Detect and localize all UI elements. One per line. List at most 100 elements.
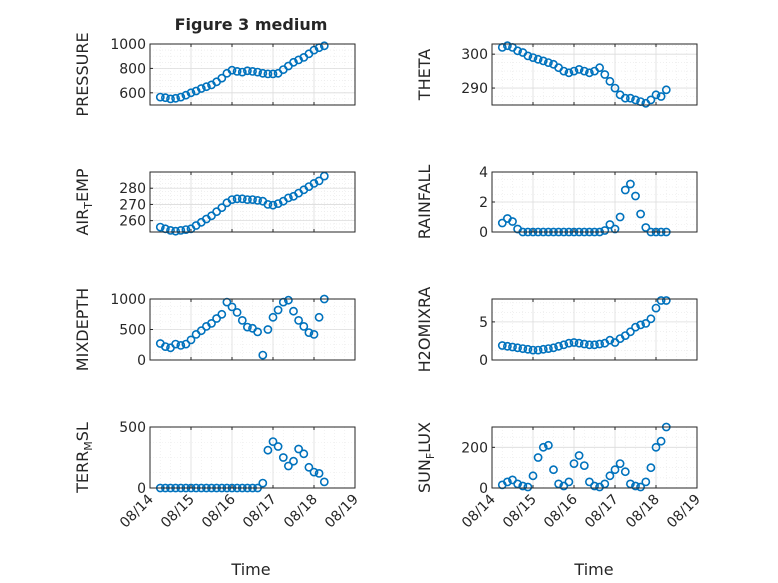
data-point [620,467,630,477]
subplot-h2omixra: 0 5 H2OMIXRA [415,287,698,372]
data-series [155,171,329,236]
axes-box [149,426,356,489]
x-axis-label-left: Time [230,560,270,579]
data-point [273,442,283,451]
data-point [319,41,329,51]
data-point [590,481,599,491]
data-point [217,73,227,83]
data-point [258,478,268,488]
data-point [258,350,268,360]
data-point [304,462,314,472]
data-series [497,296,671,355]
data-point [564,68,574,78]
data-point [610,465,620,475]
data-point [528,53,538,62]
y-axis-label: THETA [415,49,434,101]
data-point [273,305,283,315]
data-point [253,195,262,205]
data-point [263,325,273,334]
y-tick-label: 0 [479,353,488,369]
data-point [661,85,671,95]
x-axis-label-right: Time [573,560,613,579]
minor-grid-lines [492,426,697,489]
y-tick-label: 4 [479,165,488,181]
data-point [646,463,656,473]
data-point [636,320,645,330]
data-point [232,194,242,204]
data-point [626,327,635,337]
data-point [502,41,512,51]
data-point [186,88,196,98]
data-point [626,179,635,189]
data-point [595,339,604,349]
data-point [508,342,517,352]
data-point [636,482,645,492]
data-point [564,477,574,487]
data-point [253,327,262,337]
data-point [217,309,227,319]
subplot-mixdepth: 0 500 1000 MIXDEPTH [73,288,356,371]
data-point [171,93,180,103]
data-point [544,440,553,450]
data-point [523,482,533,492]
data-point [600,226,610,235]
data-point [314,468,324,478]
axes-box [149,171,356,233]
data-point [268,437,278,446]
y-tick-label: 600 [119,86,146,102]
data-point [651,90,661,100]
data-point [497,218,507,228]
data-point [595,63,604,73]
data-point [513,343,522,353]
data-point [283,295,293,305]
data-point [579,461,589,470]
y-tick-label: 500 [119,420,146,436]
data-point [508,217,517,226]
data-point [641,223,651,232]
data-point [232,307,242,317]
data-point [314,176,324,186]
data-point [283,193,293,203]
data-point [574,338,584,348]
data-point [268,200,278,210]
data-point [309,467,319,477]
data-point [181,90,191,100]
data-point [651,442,661,452]
y-tick-label: 260 [119,214,146,230]
data-point [533,345,543,355]
data-point [610,83,620,93]
data-point [554,341,563,351]
data-point [263,199,273,209]
data-point [181,225,191,234]
data-point [656,296,666,305]
data-point [283,461,293,471]
data-point [196,84,206,93]
y-tick-label: 800 [119,61,146,77]
minor-grid-lines [150,172,355,233]
data-point [656,92,666,101]
data-point [641,477,651,487]
data-point [646,314,656,324]
data-point [574,65,584,74]
data-point [661,296,671,305]
data-point [155,92,165,102]
data-point [559,66,569,76]
data-point [176,340,186,350]
y-tick-label: 0 [137,353,146,369]
y-axis-label: SUNFLUX [415,422,437,493]
y-tick-label: 300 [461,47,488,63]
data-point [314,312,324,322]
y-axis-label: MIXDEPTH [73,288,92,371]
data-point [620,185,630,195]
data-point [538,56,548,66]
data-point [309,178,319,188]
data-point [615,212,625,222]
y-tick-label: 280 [119,181,146,197]
data-point [176,92,186,102]
subplot-pressure: 600 800 1000 PRESSURE [73,32,356,117]
data-point [248,195,257,204]
figure-title: Figure 3 medium [175,15,328,34]
data-point [585,68,594,78]
data-point [523,344,533,354]
